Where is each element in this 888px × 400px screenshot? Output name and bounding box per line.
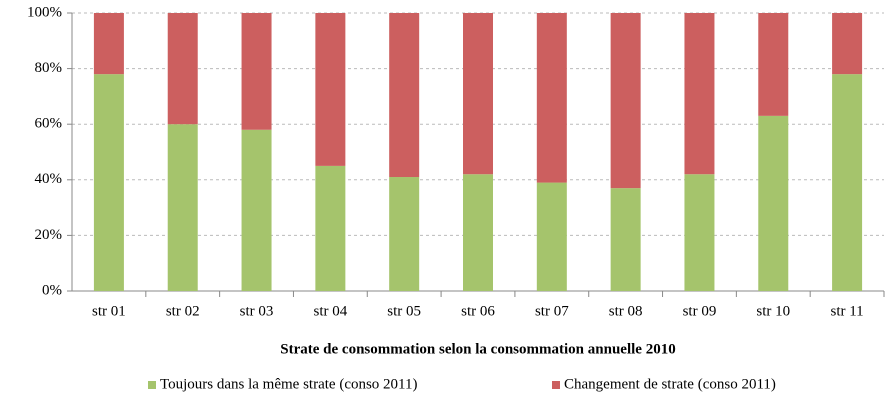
bar-segment [536, 13, 567, 183]
x-tick-label: str 06 [461, 303, 495, 319]
x-tick-label: str 04 [313, 303, 347, 319]
bar-segment [167, 124, 198, 291]
legend-label: Changement de strate (conso 2011) [564, 376, 776, 392]
x-tick-label: str 11 [830, 303, 863, 319]
x-axis-title: Strate de consommation selon la consomma… [280, 341, 675, 357]
bar-segment [315, 13, 346, 166]
legend-swatch [148, 381, 156, 389]
bar-segment [610, 188, 641, 291]
y-tick-label: 60% [35, 116, 63, 132]
legend-swatch [552, 381, 560, 389]
bar-segment [832, 13, 863, 75]
bar-segment [93, 74, 124, 291]
legend-label: Toujours dans la même strate (conso 2011… [160, 376, 418, 392]
x-tick-label: str 03 [240, 303, 274, 319]
x-tick-label: str 02 [166, 303, 200, 319]
bar-segment [758, 13, 789, 116]
y-tick-label: 0% [42, 282, 62, 298]
x-tick-label: str 09 [683, 303, 717, 319]
bar-segment [241, 129, 272, 291]
bar-segment [536, 182, 567, 291]
bar-segment [610, 13, 641, 189]
x-tick-label: str 07 [535, 303, 569, 319]
bar-segment [684, 174, 715, 291]
bar-segment [167, 13, 198, 125]
y-tick-label: 20% [35, 227, 63, 243]
bar-segment [463, 174, 493, 291]
x-tick-label: str 10 [756, 303, 790, 319]
bar-segment [389, 13, 420, 178]
x-tick-label: str 01 [92, 303, 126, 319]
y-tick-label: 40% [35, 171, 63, 187]
x-tick-label: str 08 [609, 303, 643, 319]
bar-segment [684, 13, 715, 175]
y-tick-label: 80% [35, 60, 63, 76]
y-tick-label: 100% [27, 4, 62, 20]
bar-segment [463, 13, 493, 175]
x-tick-label: str 05 [387, 303, 421, 319]
bar-segment [389, 177, 420, 291]
bar-segment [832, 74, 863, 291]
bar-segment [758, 115, 789, 291]
bar-segment [241, 13, 272, 130]
bar-segment [315, 165, 346, 291]
bar-segment [93, 13, 124, 75]
